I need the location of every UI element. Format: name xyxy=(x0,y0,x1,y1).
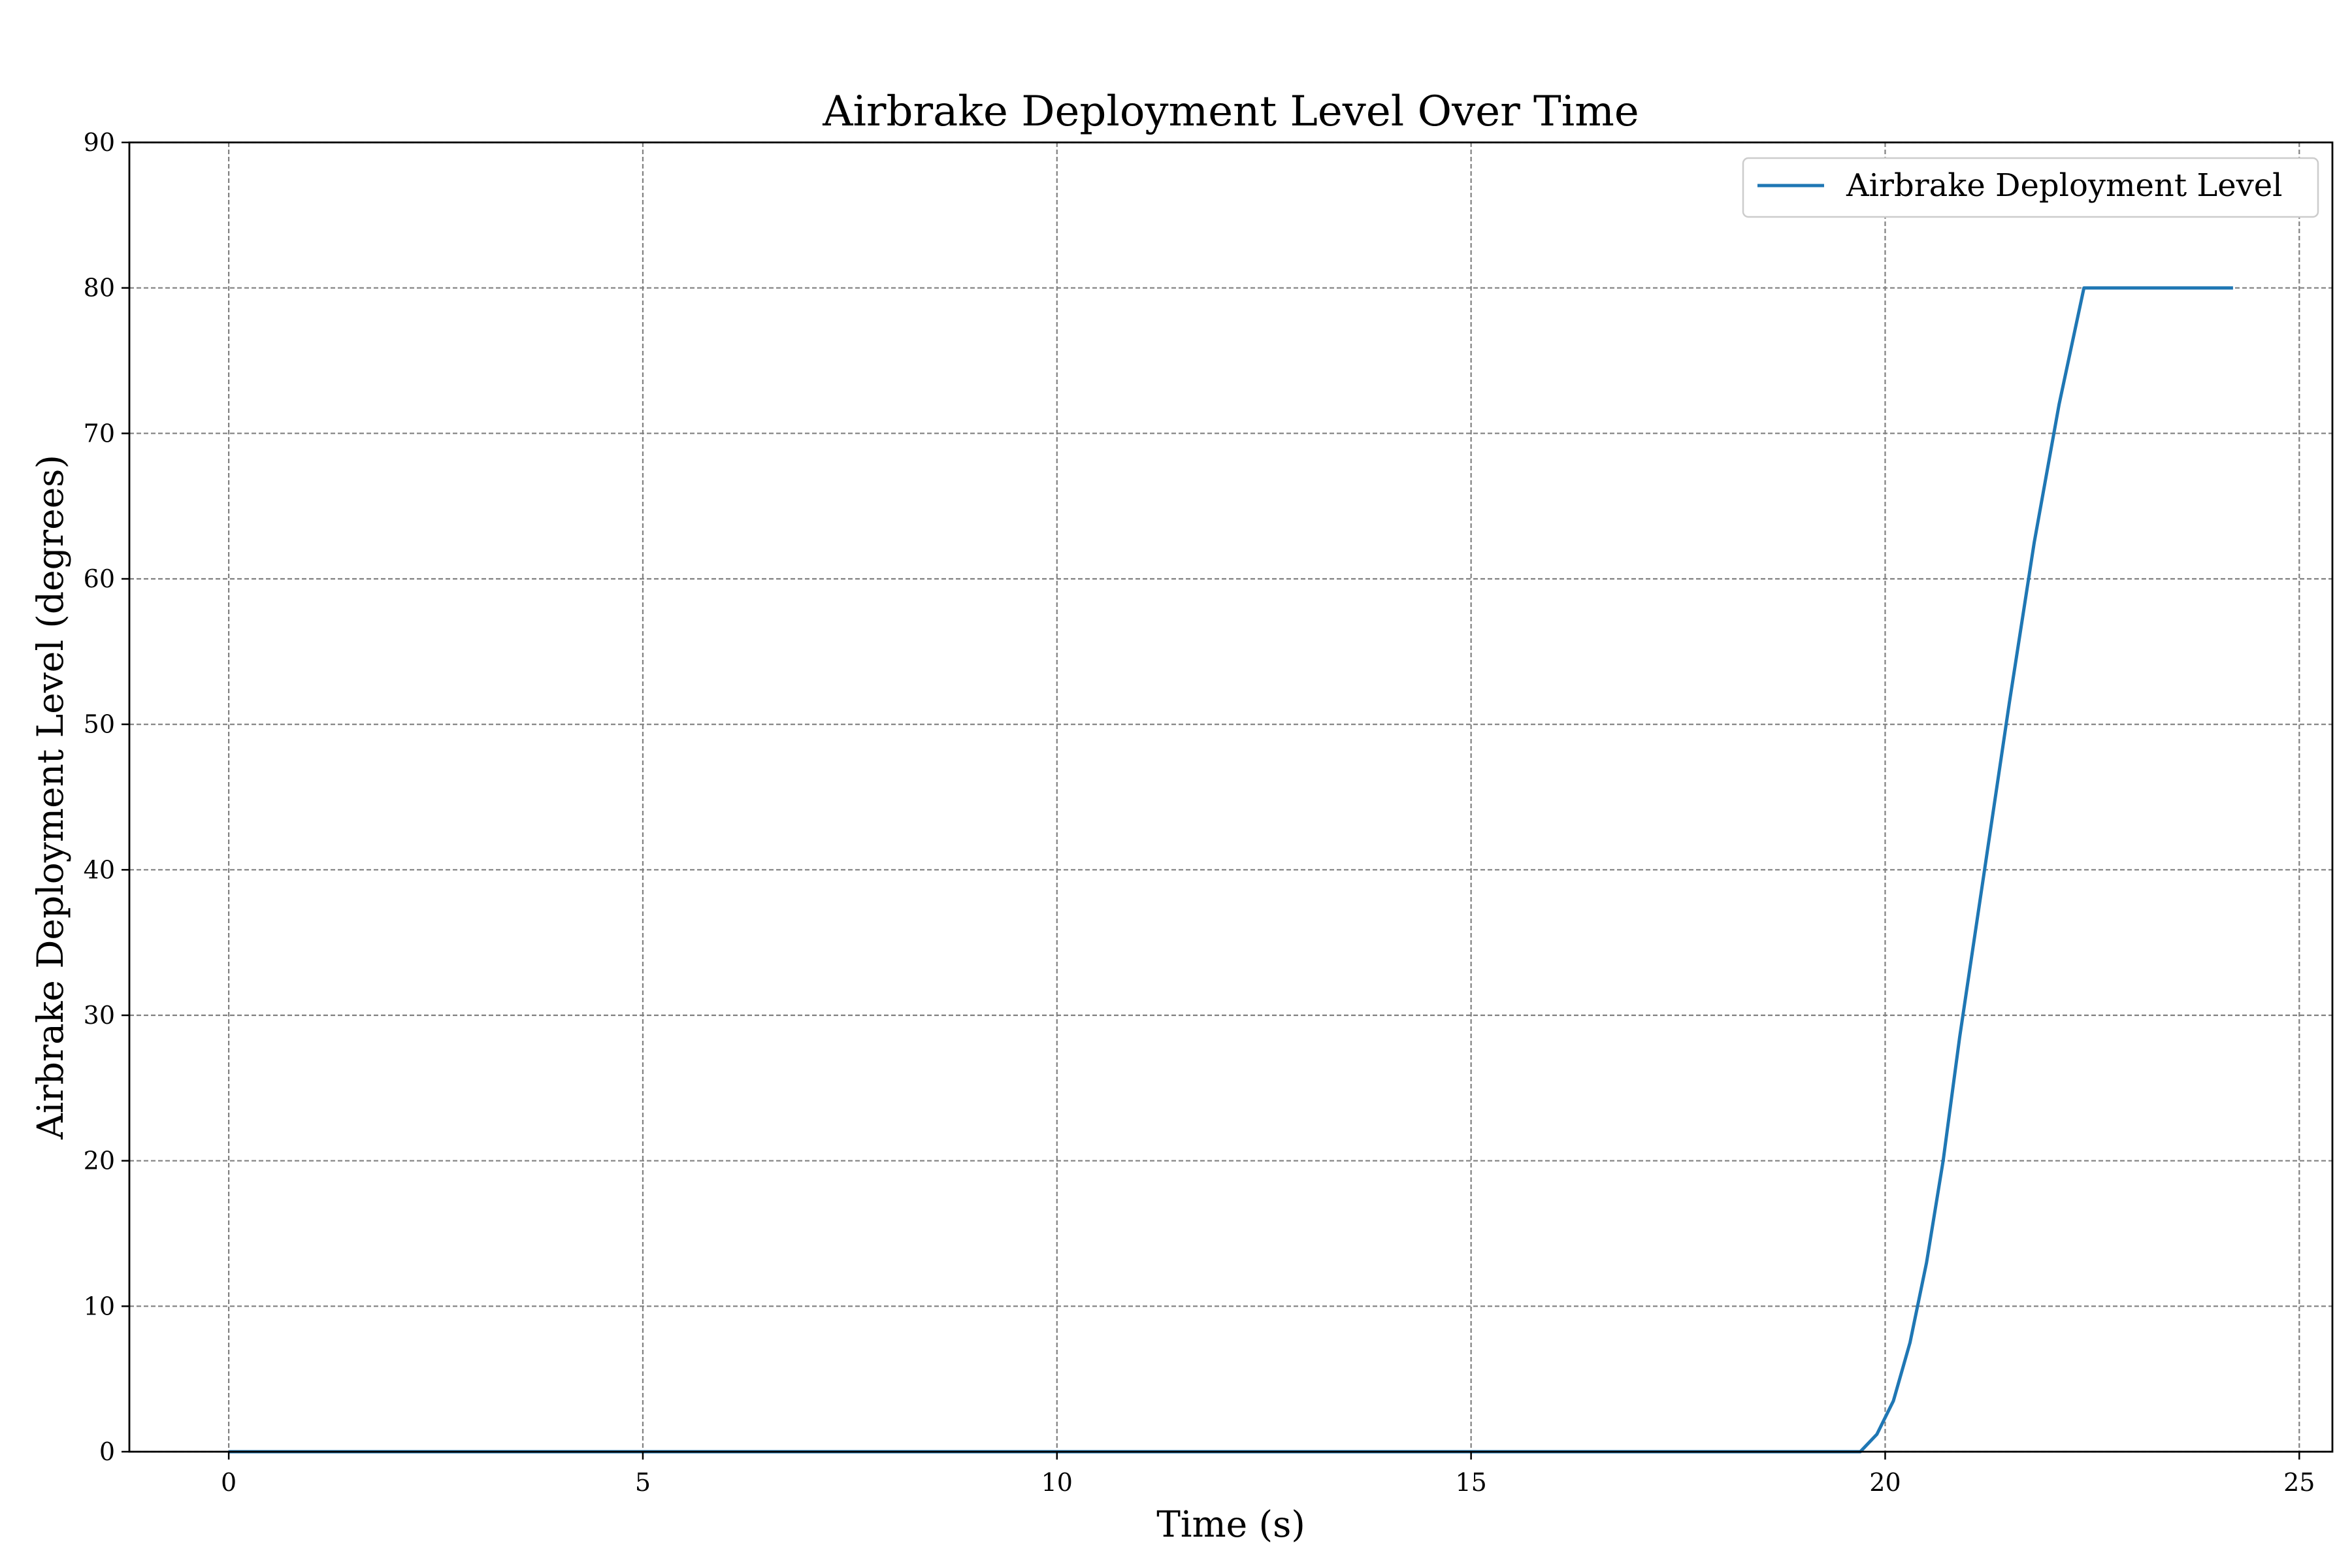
y-tick-label: 70 xyxy=(84,419,115,448)
axis-ticks: 0 5 10 15 20 25 0 10 20 30 40 50 60 70 80 90 xyxy=(84,128,2315,1497)
legend-entry-label: Airbrake Deployment Level xyxy=(1846,167,2283,204)
x-tick-label: 5 xyxy=(635,1468,651,1497)
chart-title: Airbrake Deployment Level Over Time xyxy=(822,88,1639,136)
y-tick-label: 30 xyxy=(84,1001,115,1030)
x-tick-label: 20 xyxy=(1869,1468,1901,1497)
y-tick-label: 20 xyxy=(84,1147,115,1175)
y-tick-label: 40 xyxy=(84,855,115,884)
legend-box xyxy=(1742,157,2319,218)
x-tick-label: 25 xyxy=(2283,1468,2315,1497)
y-tick-label: 0 xyxy=(99,1437,115,1466)
y-tick-label: 80 xyxy=(84,274,115,302)
y-tick-label: 90 xyxy=(84,128,115,157)
x-tick-label: 10 xyxy=(1041,1468,1073,1497)
plot-area-frame xyxy=(128,141,2334,1453)
x-tick-label: 0 xyxy=(221,1468,237,1497)
y-tick-label: 50 xyxy=(84,710,115,739)
x-axis-label: Time (s) xyxy=(1156,1503,1305,1545)
x-tick-label: 15 xyxy=(1455,1468,1486,1497)
legend: Airbrake Deployment Level xyxy=(1742,157,2319,218)
y-tick-label: 10 xyxy=(84,1292,115,1320)
y-tick-label: 60 xyxy=(84,564,115,593)
y-axis-label: Airbrake Deployment Level (degrees) xyxy=(29,455,71,1140)
